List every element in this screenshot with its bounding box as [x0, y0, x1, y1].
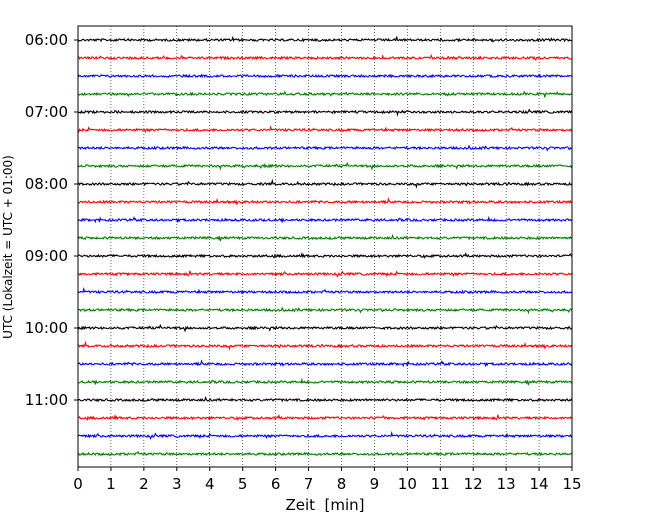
trace-line [77, 430, 573, 440]
x-tick-label: 4 [205, 475, 215, 493]
y-axis-label: UTC (Lokalzeit = UTC + 01:00) [1, 155, 15, 339]
x-tick-label: 8 [337, 475, 347, 493]
x-tick-label: 1 [106, 475, 116, 493]
trace-line [77, 90, 573, 98]
y-tick-label: 11:00 [25, 391, 68, 409]
x-tick-label: 12 [464, 475, 483, 493]
y-tick-label: 07:00 [25, 103, 68, 121]
trace-line [77, 108, 573, 117]
trace-line [77, 144, 573, 152]
trace-line [77, 450, 573, 457]
y-tick-label: 08:00 [25, 175, 68, 193]
trace-line [77, 53, 573, 61]
trace-line [77, 197, 573, 206]
y-tick-label: 10:00 [25, 319, 68, 337]
trace-line [77, 286, 573, 295]
x-tick-label: 7 [304, 475, 314, 493]
trace-line [77, 270, 573, 278]
x-tick-label: 0 [73, 475, 83, 493]
trace-line [77, 359, 573, 368]
x-axis-label: Zeit [min] [285, 496, 364, 514]
x-tick-label: 11 [431, 475, 450, 493]
x-tick-label: 3 [172, 475, 182, 493]
trace-line [77, 306, 573, 315]
x-tick-label: 9 [370, 475, 380, 493]
trace-line [77, 251, 573, 259]
y-tick-label: 06:00 [25, 31, 68, 49]
y-tick-label: 09:00 [25, 247, 68, 265]
trace-line [77, 178, 573, 189]
trace-line [77, 395, 573, 403]
x-tick-label: 14 [530, 475, 549, 493]
plot-frame [77, 25, 573, 468]
trace-line [77, 377, 573, 386]
x-tick-label: 13 [497, 475, 516, 493]
trace-line [77, 124, 573, 134]
x-tick-label: 15 [562, 475, 581, 493]
trace-line [77, 413, 573, 421]
trace-line [77, 340, 573, 351]
x-tick-label: 5 [238, 475, 248, 493]
trace-line [77, 233, 573, 242]
x-tick-label: 10 [398, 475, 417, 493]
trace-line [77, 323, 573, 333]
y-axis: 06:00 07:00 08:00 09:00 10:00 11:00 [25, 31, 78, 409]
trace-line [77, 35, 573, 43]
trace-group [77, 35, 573, 457]
x-tick-label: 2 [139, 475, 149, 493]
x-axis: 0 1 2 3 4 5 6 7 8 9 10 11 12 13 14 15 [73, 467, 582, 493]
trace-line [77, 73, 573, 79]
x-tick-label: 6 [271, 475, 281, 493]
trace-line [77, 215, 573, 224]
trace-line [77, 161, 573, 171]
